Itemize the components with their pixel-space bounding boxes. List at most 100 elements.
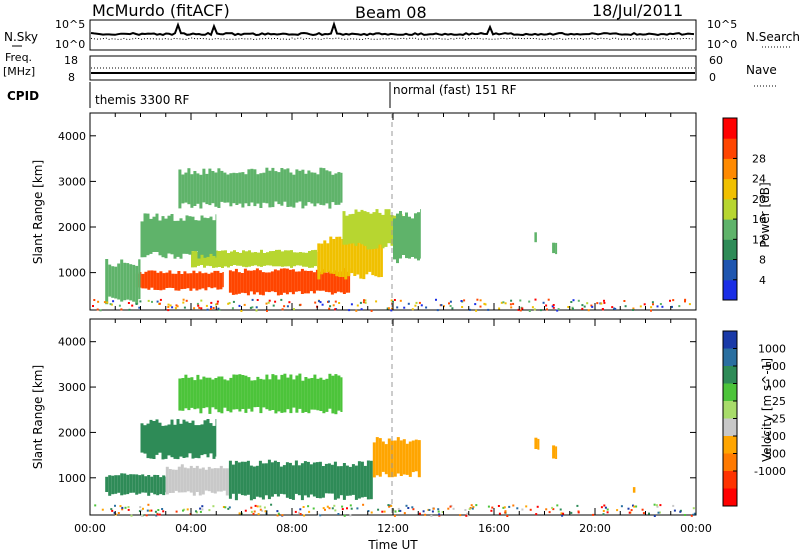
colorbar-frame bbox=[722, 117, 738, 301]
data-cell bbox=[185, 421, 189, 458]
colorbar-swatch bbox=[723, 383, 737, 402]
noise-cell bbox=[377, 508, 380, 511]
data-cell bbox=[255, 465, 259, 497]
noise-cell bbox=[623, 300, 626, 302]
data-cell bbox=[179, 423, 183, 457]
noise-cell bbox=[611, 306, 614, 309]
noise-cell bbox=[360, 308, 363, 311]
noise-cell bbox=[329, 305, 332, 308]
data-cell bbox=[222, 272, 224, 288]
data-cell bbox=[258, 460, 262, 498]
data-cell bbox=[293, 252, 296, 267]
noise-cell bbox=[119, 505, 122, 508]
noise-cell bbox=[375, 300, 378, 303]
data-cell bbox=[209, 423, 213, 454]
data-cell bbox=[253, 380, 257, 408]
data-cell bbox=[301, 380, 305, 413]
noise-cell bbox=[586, 302, 589, 305]
data-cell bbox=[334, 374, 338, 415]
noise-cell bbox=[547, 298, 550, 301]
noise-cell bbox=[299, 508, 302, 511]
noise-cell bbox=[692, 513, 695, 516]
data-cell bbox=[251, 252, 254, 266]
data-cell bbox=[196, 374, 200, 409]
noise-cell bbox=[472, 506, 475, 508]
data-cell bbox=[291, 269, 295, 295]
data-cell bbox=[285, 462, 289, 498]
data-cell bbox=[258, 270, 262, 295]
data-cell bbox=[191, 420, 195, 459]
noise-cell bbox=[176, 305, 179, 308]
data-cell bbox=[188, 216, 192, 255]
data-cell bbox=[190, 174, 194, 208]
noise-cell bbox=[602, 510, 605, 512]
noise-cell bbox=[655, 504, 658, 507]
noise-cell bbox=[147, 503, 150, 506]
data-cell bbox=[365, 238, 369, 275]
colorbar-swatch bbox=[723, 158, 737, 180]
noise-cell bbox=[92, 305, 94, 307]
noise-cell bbox=[418, 301, 421, 304]
data-cell bbox=[338, 236, 342, 277]
data-cell bbox=[140, 423, 144, 453]
data-cell bbox=[314, 249, 317, 267]
data-cell bbox=[321, 466, 325, 498]
noise-cell bbox=[267, 301, 270, 304]
noise-cell bbox=[120, 308, 123, 311]
data-cell bbox=[205, 173, 209, 205]
data-cell bbox=[292, 379, 296, 408]
noise-cell bbox=[437, 508, 440, 511]
noise-cell bbox=[118, 304, 121, 307]
data-cell bbox=[313, 172, 317, 207]
noise-cell bbox=[117, 512, 120, 514]
data-cell bbox=[240, 461, 244, 496]
data-cell bbox=[176, 220, 180, 257]
noise-cell bbox=[261, 509, 264, 512]
data-cell bbox=[192, 467, 196, 496]
noise-cell bbox=[430, 514, 433, 517]
y-tick-label: 2000 bbox=[58, 426, 86, 439]
noise-cell bbox=[182, 301, 185, 304]
data-cell bbox=[232, 172, 236, 204]
data-cell bbox=[417, 440, 421, 478]
data-cell bbox=[363, 465, 367, 497]
noise-cell bbox=[200, 307, 203, 310]
noise-cell bbox=[407, 507, 410, 509]
colorbar-swatch bbox=[723, 366, 737, 384]
noise-cell bbox=[209, 308, 212, 310]
noise-cell bbox=[387, 307, 390, 310]
noise-cell bbox=[650, 306, 653, 309]
data-cell bbox=[368, 237, 372, 272]
noise-cell bbox=[424, 513, 427, 516]
data-cell bbox=[402, 439, 406, 475]
noise-cell bbox=[110, 303, 113, 306]
data-cell bbox=[534, 437, 538, 449]
data-cell bbox=[336, 466, 340, 499]
noise-cell bbox=[332, 304, 335, 307]
data-cell bbox=[266, 252, 269, 266]
data-cell bbox=[206, 252, 209, 266]
data-cell bbox=[205, 377, 209, 408]
noise-cell bbox=[641, 508, 644, 511]
noise-cell bbox=[355, 309, 358, 312]
noise-cell bbox=[504, 302, 507, 305]
noise-cell bbox=[451, 307, 454, 310]
data-cell bbox=[210, 272, 214, 289]
noise-cell bbox=[435, 298, 437, 301]
data-cell bbox=[399, 211, 402, 259]
noise-cell bbox=[259, 508, 262, 511]
data-cell bbox=[380, 239, 383, 277]
data-cell bbox=[332, 239, 336, 274]
data-cell bbox=[185, 215, 189, 254]
noise-cell bbox=[362, 503, 365, 506]
data-cell bbox=[325, 170, 329, 204]
noise-cell bbox=[175, 510, 178, 513]
data-cell bbox=[141, 273, 145, 289]
noise-cell bbox=[127, 508, 130, 511]
noise-cell bbox=[633, 505, 636, 508]
noise-cell bbox=[162, 510, 165, 513]
data-cell bbox=[552, 242, 556, 254]
noise-cell bbox=[196, 302, 199, 305]
noise-cell bbox=[438, 514, 441, 517]
data-cell bbox=[272, 251, 275, 267]
